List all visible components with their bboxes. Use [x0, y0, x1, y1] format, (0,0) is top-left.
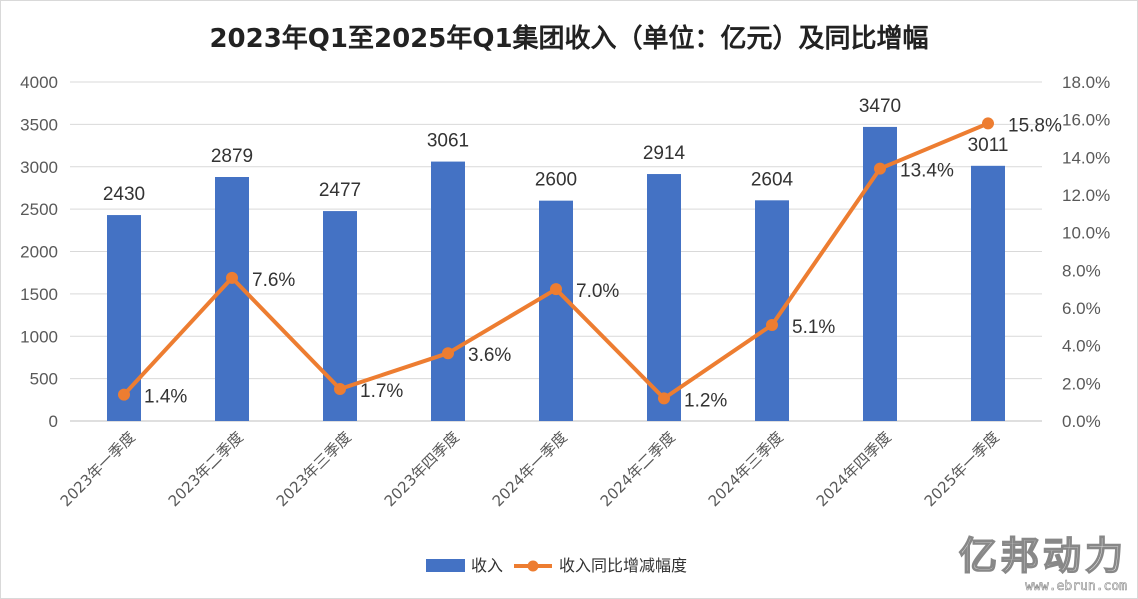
line-point [442, 347, 454, 360]
bar-value-label: 3011 [968, 135, 1009, 156]
y-right-tick-label: 2.0% [1062, 374, 1101, 393]
bar-value-label: 2914 [643, 143, 686, 164]
legend-label-growth: 收入同比增减幅度 [559, 556, 687, 575]
line-value-label: 7.6% [252, 270, 295, 291]
y-right-tick-label: 0.0% [1062, 412, 1101, 431]
y-left-tick-label: 0 [49, 412, 58, 431]
bar-value-label: 3061 [427, 131, 469, 152]
bar-revenue [107, 215, 141, 421]
y-left-tick-label: 4000 [20, 73, 58, 92]
bar-value-label: 3470 [859, 96, 901, 117]
watermark-url: www.ebrun.com [1025, 579, 1127, 594]
line-point [118, 388, 130, 401]
bar-revenue [863, 126, 897, 421]
line-point [550, 283, 562, 296]
legend-label-revenue: 收入 [471, 556, 503, 575]
y-left-tick-label: 500 [30, 370, 58, 389]
y-right-tick-label: 4.0% [1062, 337, 1101, 356]
bar-revenue [647, 174, 681, 421]
y-right-tick-label: 12.0% [1062, 186, 1110, 205]
legend-marker-growth [527, 560, 539, 572]
legend: 收入 收入同比增减幅度 [426, 556, 687, 575]
line-point [874, 162, 886, 175]
line-value-label: 1.4% [144, 387, 187, 408]
y-right-tick-label: 16.0% [1062, 111, 1110, 130]
bar-revenue [971, 165, 1005, 421]
y-left-tick-label: 2500 [20, 200, 58, 219]
line-point [226, 271, 238, 284]
y-left-tick-label: 1000 [20, 327, 58, 346]
y-right-tick-label: 6.0% [1062, 299, 1101, 318]
line-value-label: 1.7% [360, 381, 403, 402]
line-value-label: 13.4% [900, 161, 954, 182]
watermark-name: 亿邦动力 [959, 534, 1127, 578]
bar-value-label: 2477 [319, 180, 361, 201]
chart-title: 2023年Q1至2025年Q1集团收入（单位：亿元）及同比增幅 [209, 23, 928, 54]
legend-swatch-revenue [426, 559, 465, 572]
line-value-label: 5.1% [792, 317, 835, 338]
line-point [334, 382, 346, 395]
y-left-tick-label: 3500 [20, 115, 58, 134]
y-right-tick-label: 14.0% [1062, 148, 1110, 167]
y-left-tick-label: 3000 [20, 158, 58, 177]
line-value-label: 3.6% [468, 345, 511, 366]
bar-revenue [539, 200, 573, 421]
y-right-tick-label: 8.0% [1062, 261, 1101, 280]
bar-revenue [431, 161, 465, 421]
y-right-tick-label: 10.0% [1062, 224, 1110, 243]
bar-value-label: 2604 [751, 169, 794, 190]
bar-value-label: 2879 [211, 146, 253, 167]
bar-value-label: 2600 [535, 170, 577, 191]
line-value-label: 15.8% [1008, 115, 1062, 136]
bar-value-label: 2430 [103, 184, 145, 205]
line-point [982, 117, 994, 130]
line-point [766, 318, 778, 331]
line-point [658, 392, 670, 405]
bar-revenue [215, 177, 249, 421]
line-value-label: 7.0% [576, 281, 619, 302]
y-left-tick-label: 2000 [20, 243, 58, 262]
y-right-tick-label: 18.0% [1062, 73, 1110, 92]
line-value-label: 1.2% [684, 390, 727, 411]
y-left-tick-label: 1500 [20, 285, 58, 304]
